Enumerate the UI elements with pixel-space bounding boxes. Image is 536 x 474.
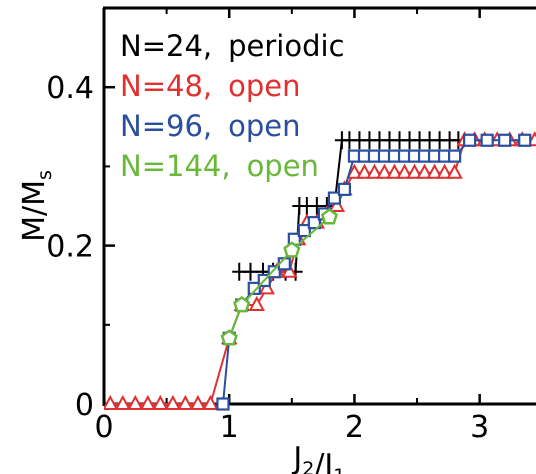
legend-n144: N=144, open bbox=[120, 149, 319, 183]
data-point-triangle bbox=[406, 163, 423, 179]
data-point-triangle bbox=[189, 394, 207, 410]
data-point-triangle bbox=[177, 394, 194, 410]
x-tick-label: 1 bbox=[220, 410, 239, 445]
data-point-triangle bbox=[127, 394, 144, 410]
data-point-square bbox=[448, 149, 462, 163]
data-point-square bbox=[297, 223, 311, 238]
x-tick-label: 0 bbox=[94, 410, 113, 445]
legend-n24: N=24, periodic bbox=[120, 29, 345, 63]
data-point-triangle bbox=[139, 394, 157, 410]
data-point-triangle bbox=[376, 163, 393, 179]
y-axis-label: M/Ms bbox=[17, 170, 56, 242]
data-point-triangle bbox=[164, 394, 182, 410]
data-point-triangle bbox=[104, 394, 119, 410]
data-point-triangle bbox=[281, 262, 298, 278]
y-tick-label: 0 bbox=[75, 388, 94, 423]
legend-n96: N=96, open bbox=[120, 109, 301, 143]
data-point-square bbox=[463, 133, 477, 147]
y-tick-label: 0.4 bbox=[46, 71, 94, 106]
data-point-triangle bbox=[152, 394, 169, 410]
data-point-triangle bbox=[366, 163, 383, 179]
data-point-triangle bbox=[356, 163, 373, 179]
data-point-pentagon bbox=[283, 241, 301, 258]
data-point-pentagon bbox=[220, 329, 238, 346]
x-tick-label: 2 bbox=[345, 410, 364, 445]
series-layer bbox=[104, 131, 536, 411]
data-point-square bbox=[307, 216, 321, 230]
data-point-pentagon bbox=[320, 208, 338, 225]
x-axis-label: J2/J1 bbox=[291, 441, 345, 474]
legend: N=24, periodic N=48, open N=96, open N=144, ope… bbox=[120, 29, 345, 183]
data-point-triangle bbox=[446, 163, 463, 179]
data-point-triangle bbox=[426, 163, 443, 179]
x-tick-label: 3 bbox=[470, 410, 489, 445]
data-point-triangle bbox=[346, 163, 363, 179]
data-point-triangle bbox=[258, 279, 275, 295]
series-line bbox=[228, 216, 331, 339]
data-point-triangle bbox=[436, 163, 453, 179]
data-point-square bbox=[216, 397, 230, 411]
data-point-plus bbox=[243, 262, 258, 281]
data-point-square bbox=[337, 182, 352, 196]
data-point-triangle bbox=[416, 163, 433, 179]
axis-labels: 0 1 2 3 0 0.2 0.4 J2/J1 M/Ms bbox=[17, 71, 489, 474]
legend-n48: N=48, open bbox=[120, 69, 301, 103]
data-point-square bbox=[327, 191, 341, 205]
series-n144-open bbox=[220, 208, 338, 346]
y-tick-label: 0.2 bbox=[46, 230, 94, 265]
data-point-triangle bbox=[248, 295, 265, 311]
data-point-pentagon bbox=[233, 295, 251, 313]
data-point-triangle bbox=[386, 163, 403, 179]
data-point-triangle bbox=[396, 163, 413, 179]
data-point-square bbox=[247, 281, 261, 295]
data-point-triangle bbox=[328, 196, 346, 212]
data-point-square bbox=[498, 133, 512, 147]
data-point-square bbox=[518, 133, 532, 147]
data-point-triangle bbox=[114, 394, 131, 410]
series-n96-open bbox=[216, 133, 532, 411]
data-point-square bbox=[267, 265, 281, 279]
data-point-square bbox=[480, 133, 494, 147]
data-point-triangle bbox=[202, 394, 219, 410]
